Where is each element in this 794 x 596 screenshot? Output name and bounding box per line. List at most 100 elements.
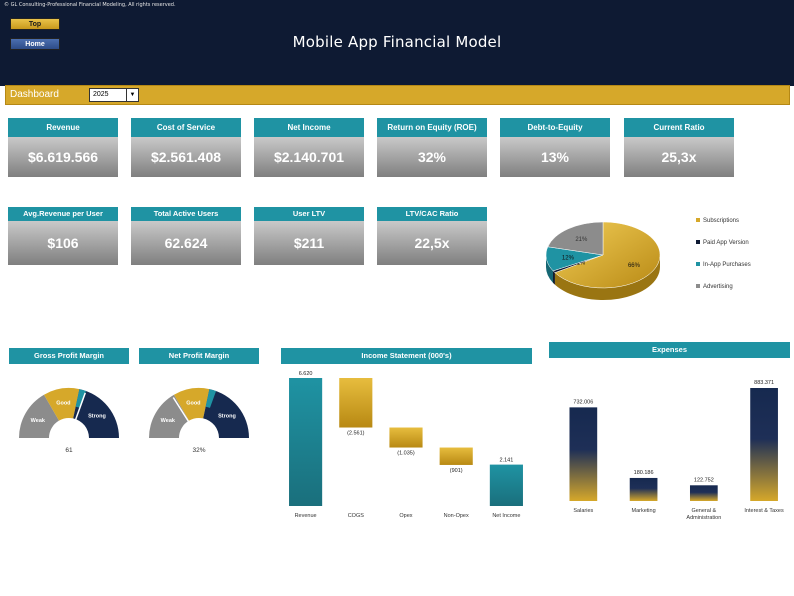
- gauge-needle: [172, 397, 200, 439]
- waterfall-data-label: 6.620: [299, 371, 313, 377]
- kpi-value: 25,3x: [624, 137, 734, 177]
- kpi-value: $2.561.408: [131, 137, 241, 177]
- year-select[interactable]: 2025 ▼: [89, 88, 139, 102]
- expense-data-label: 732.006: [573, 399, 593, 405]
- kpi-value: $106: [8, 221, 118, 265]
- pie-slice-side: [553, 270, 555, 285]
- revenue-mix-pie-chart: 66% 1%12% 21% Subscriptions Paid App Version…: [545, 218, 751, 300]
- gauge-band-good: [174, 388, 210, 421]
- kpi-card-cost-of-service: Cost of Service $2.561.408: [131, 118, 241, 177]
- kpi-label: Revenue: [8, 118, 118, 137]
- kpi-card-total-active-users: Total Active Users 62.624: [131, 207, 241, 265]
- gross-profit-margin-gauge: Weak Good Strong 61: [19, 388, 119, 454]
- waterfall-data-label: (2.561): [347, 431, 365, 437]
- gauge-band-strong: [203, 389, 249, 438]
- gauge-band-label: Good: [186, 400, 200, 406]
- expense-data-label: 180.186: [634, 470, 654, 476]
- kpi-value: 32%: [377, 137, 487, 177]
- income-statement-header: Income Statement (000's): [281, 348, 532, 364]
- kpi-value: $211: [254, 221, 364, 265]
- expense-category-label: Interest & Taxes: [744, 508, 784, 514]
- legend-entry: Advertising: [703, 284, 733, 290]
- waterfall-bar: [439, 447, 473, 465]
- waterfall-bar: [339, 378, 373, 428]
- home-button[interactable]: Home: [10, 38, 60, 50]
- legend-swatch: [696, 262, 700, 266]
- expense-bar: [689, 485, 718, 501]
- gauge-band-weak: [19, 394, 59, 438]
- kpi-card-ltv-cac: LTV/CAC Ratio 22,5x: [377, 207, 487, 265]
- legend-entry: Paid App Version: [703, 240, 749, 246]
- pie-data-label: 1%: [577, 261, 586, 267]
- net-profit-margin-gauge: Weak Good Strong 32%: [149, 388, 249, 454]
- chevron-down-icon[interactable]: ▼: [126, 89, 138, 101]
- gross-profit-margin-header: Gross Profit Margin: [9, 348, 129, 364]
- dashboard-label: Dashboard: [10, 89, 59, 100]
- header-bar: © GL Consulting-Professional Financial M…: [0, 0, 794, 86]
- gauge-value: 61: [65, 447, 73, 454]
- pie-slice-advertising: [547, 221, 604, 256]
- legend-swatch: [696, 240, 700, 244]
- top-button[interactable]: Top: [10, 18, 60, 30]
- kpi-value: 62.624: [131, 221, 241, 265]
- waterfall-category-label: Non-Opex: [444, 513, 469, 519]
- waterfall-bar: [389, 427, 423, 448]
- kpi-label: Cost of Service: [131, 118, 241, 137]
- pie-data-label: 12%: [562, 256, 575, 262]
- gauge-marker: [205, 389, 217, 408]
- kpi-label: User LTV: [254, 207, 364, 221]
- kpi-label: Debt-to-Equity: [500, 118, 610, 137]
- expense-bar: [569, 407, 598, 501]
- gauge-band-label: Good: [56, 400, 70, 406]
- expense-bar: [750, 388, 778, 501]
- waterfall-category-label: COGS: [348, 513, 365, 519]
- waterfall-bar: [489, 464, 523, 506]
- kpi-label: Total Active Users: [131, 207, 241, 221]
- pie-data-label: 66%: [628, 263, 641, 269]
- gauge-value: 32%: [192, 447, 205, 454]
- waterfall-data-label: (901): [450, 468, 463, 474]
- kpi-card-user-ltv: User LTV $211: [254, 207, 364, 265]
- expense-data-label: 122.752: [694, 477, 714, 483]
- pie-data-label: 21%: [575, 237, 588, 243]
- income-statement-waterfall-chart: 6.620 Revenue (2.561) COGS (1.035) Opex (901) N…: [289, 371, 523, 519]
- kpi-card-arpu: Avg.Revenue per User $106: [8, 207, 118, 265]
- kpi-value: 13%: [500, 137, 610, 177]
- waterfall-category-label: Opex: [399, 513, 412, 519]
- expenses-bar-chart: 732.006 Salaries 180.186 Marketing 122.752 Ge…: [569, 380, 784, 521]
- legend-entry: In-App Purchases: [703, 262, 751, 268]
- net-profit-margin-header: Net Profit Margin: [139, 348, 259, 364]
- kpi-card-current-ratio: Current Ratio 25,3x: [624, 118, 734, 177]
- waterfall-category-label: Revenue: [295, 513, 317, 519]
- waterfall-data-label: (1.035): [397, 451, 415, 457]
- app-title: Mobile App Financial Model: [292, 33, 502, 51]
- dashboard-bar: Dashboard 2025 ▼: [5, 85, 790, 105]
- kpi-label: LTV/CAC Ratio: [377, 207, 487, 221]
- kpi-label: Return on Equity (ROE): [377, 118, 487, 137]
- expense-bar: [629, 477, 658, 501]
- pie-slice-side: [546, 255, 554, 283]
- gauge-band-label: Weak: [161, 418, 176, 424]
- expense-category-label: Salaries: [573, 508, 593, 514]
- waterfall-data-label: 2.141: [500, 458, 514, 464]
- kpi-label: Avg.Revenue per User: [8, 207, 118, 221]
- gauge-band-good: [44, 388, 80, 421]
- gauge-band-strong: [73, 389, 119, 438]
- pie-slice-side: [554, 255, 660, 300]
- kpi-card-revenue: Revenue $6.619.566: [8, 118, 118, 177]
- waterfall-category-label: Net Income: [492, 513, 520, 519]
- kpi-value: $6.619.566: [8, 137, 118, 177]
- expenses-header: Expenses: [549, 342, 790, 358]
- gauge-marker: [75, 389, 87, 408]
- gauge-band-label: Strong: [88, 413, 106, 419]
- kpi-label: Net Income: [254, 118, 364, 137]
- pie-slice-subscriptions: [554, 221, 661, 289]
- waterfall-bar: [289, 378, 323, 506]
- kpi-card-net-income: Net Income $2.140.701: [254, 118, 364, 177]
- kpi-value: 22,5x: [377, 221, 487, 265]
- gauge-needle: [68, 392, 86, 439]
- legend-swatch: [696, 218, 700, 222]
- copyright-text: © GL Consulting-Professional Financial M…: [4, 2, 176, 8]
- kpi-label: Current Ratio: [624, 118, 734, 137]
- legend-swatch: [696, 284, 700, 288]
